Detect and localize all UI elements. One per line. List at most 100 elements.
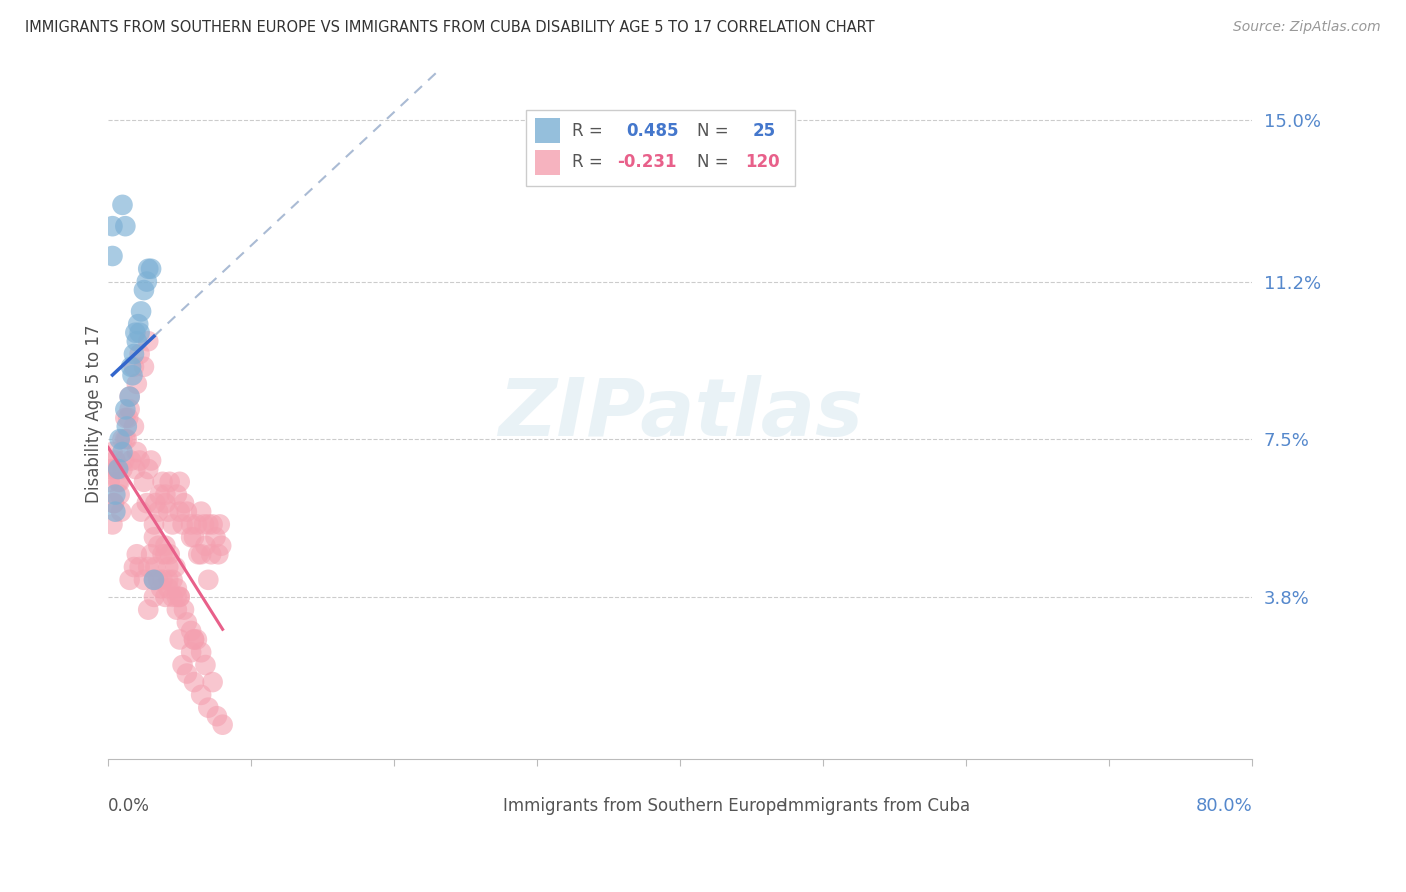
Point xyxy=(108,432,131,446)
Point xyxy=(197,573,219,587)
Point xyxy=(155,487,177,501)
Point xyxy=(149,487,172,501)
Point xyxy=(104,487,127,501)
Point xyxy=(121,368,143,383)
Point xyxy=(186,632,208,647)
Text: R =: R = xyxy=(572,121,607,140)
Point xyxy=(169,590,191,604)
Point xyxy=(201,517,224,532)
Point xyxy=(128,560,150,574)
Bar xyxy=(536,119,560,143)
Point xyxy=(194,658,217,673)
Point xyxy=(143,590,166,604)
Point xyxy=(162,517,184,532)
Point xyxy=(125,547,148,561)
Point xyxy=(145,496,167,510)
Point xyxy=(127,317,149,331)
Point xyxy=(135,275,157,289)
Point xyxy=(172,658,194,673)
Point xyxy=(205,709,228,723)
Point xyxy=(112,453,135,467)
Point xyxy=(114,411,136,425)
Point xyxy=(173,496,195,510)
Point xyxy=(157,560,180,574)
Point xyxy=(107,462,129,476)
Point xyxy=(128,326,150,340)
Text: IMMIGRANTS FROM SOUTHERN EUROPE VS IMMIGRANTS FROM CUBA DISABILITY AGE 5 TO 17 C: IMMIGRANTS FROM SOUTHERN EUROPE VS IMMIG… xyxy=(25,20,875,35)
Point xyxy=(103,496,125,510)
Text: ZIPatlas: ZIPatlas xyxy=(498,375,863,452)
Point xyxy=(157,505,180,519)
Point xyxy=(101,249,124,263)
Point xyxy=(98,475,121,489)
Point xyxy=(190,688,212,702)
Point xyxy=(124,326,146,340)
Text: Source: ZipAtlas.com: Source: ZipAtlas.com xyxy=(1233,20,1381,34)
Point xyxy=(132,573,155,587)
Point xyxy=(135,496,157,510)
Point xyxy=(125,334,148,349)
Point xyxy=(169,475,191,489)
Point xyxy=(128,453,150,467)
Point xyxy=(143,573,166,587)
Text: -0.231: -0.231 xyxy=(617,153,676,171)
Point xyxy=(176,615,198,630)
Point xyxy=(162,590,184,604)
Text: N =: N = xyxy=(697,121,734,140)
Point xyxy=(114,219,136,234)
Point xyxy=(120,453,142,467)
Text: 80.0%: 80.0% xyxy=(1195,797,1253,814)
Point xyxy=(200,547,222,561)
Point xyxy=(152,573,174,587)
FancyBboxPatch shape xyxy=(526,110,794,186)
Text: 0.0%: 0.0% xyxy=(108,797,150,814)
Text: 120: 120 xyxy=(745,153,780,171)
Point xyxy=(132,475,155,489)
Text: Immigrants from Cuba: Immigrants from Cuba xyxy=(783,797,970,814)
Point xyxy=(122,560,145,574)
Point xyxy=(208,517,231,532)
Point xyxy=(101,517,124,532)
Point xyxy=(155,590,177,604)
Point xyxy=(211,717,233,731)
Text: N =: N = xyxy=(697,153,734,171)
Point xyxy=(136,560,159,574)
Point xyxy=(150,582,173,596)
Point xyxy=(104,453,127,467)
Point xyxy=(183,632,205,647)
Text: R =: R = xyxy=(572,153,607,171)
Point xyxy=(204,530,226,544)
Point xyxy=(103,496,125,510)
Point xyxy=(190,505,212,519)
Point xyxy=(108,475,131,489)
Point xyxy=(166,602,188,616)
Point xyxy=(136,334,159,349)
Point xyxy=(169,505,191,519)
Point xyxy=(132,359,155,374)
Point xyxy=(155,547,177,561)
Point xyxy=(176,505,198,519)
Point xyxy=(139,261,162,276)
Point xyxy=(157,582,180,596)
Point xyxy=(136,462,159,476)
Point xyxy=(183,675,205,690)
Point xyxy=(129,304,152,318)
Point xyxy=(169,632,191,647)
Point xyxy=(114,402,136,417)
Point xyxy=(176,666,198,681)
Point xyxy=(207,547,229,561)
Point xyxy=(104,505,127,519)
Point xyxy=(120,359,142,374)
Point xyxy=(165,560,187,574)
Point xyxy=(108,487,131,501)
Point xyxy=(187,547,209,561)
Point xyxy=(125,376,148,391)
Point xyxy=(122,359,145,374)
Point xyxy=(143,573,166,587)
Point xyxy=(100,462,122,476)
Point xyxy=(136,261,159,276)
Point xyxy=(129,505,152,519)
Text: 0.485: 0.485 xyxy=(627,121,679,140)
Point xyxy=(128,347,150,361)
Text: Immigrants from Southern Europe: Immigrants from Southern Europe xyxy=(503,797,786,814)
